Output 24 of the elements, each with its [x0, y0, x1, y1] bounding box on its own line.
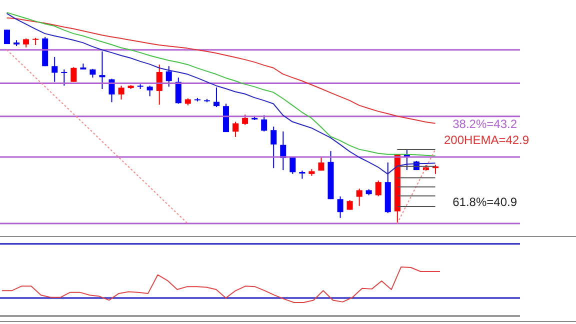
text: 61.8%=40.9	[452, 195, 518, 209]
candlestick	[261, 114, 268, 132]
candlestick	[242, 114, 248, 126]
candlestick	[290, 156, 296, 174]
candlestick	[337, 196, 344, 218]
candlestick	[318, 157, 324, 172]
candlestick	[156, 64, 162, 106]
candlestick	[99, 50, 106, 90]
candlestick	[375, 180, 382, 197]
candlestick	[70, 66, 77, 82]
text: 200HEMA=42.9	[443, 133, 530, 147]
candlestick	[175, 77, 182, 104]
candlestick	[346, 200, 353, 210]
candlestick	[4, 29, 10, 45]
text: 38.2%=43.2	[452, 117, 518, 131]
candlestick	[146, 85, 153, 97]
candlestick	[118, 85, 124, 100]
candlestick	[61, 68, 68, 86]
candlestick	[166, 66, 172, 88]
candlestick	[52, 56, 58, 82]
candlestick	[270, 126, 277, 169]
candlestick	[213, 86, 220, 108]
candlestick	[356, 188, 362, 206]
candlestick	[232, 121, 239, 138]
